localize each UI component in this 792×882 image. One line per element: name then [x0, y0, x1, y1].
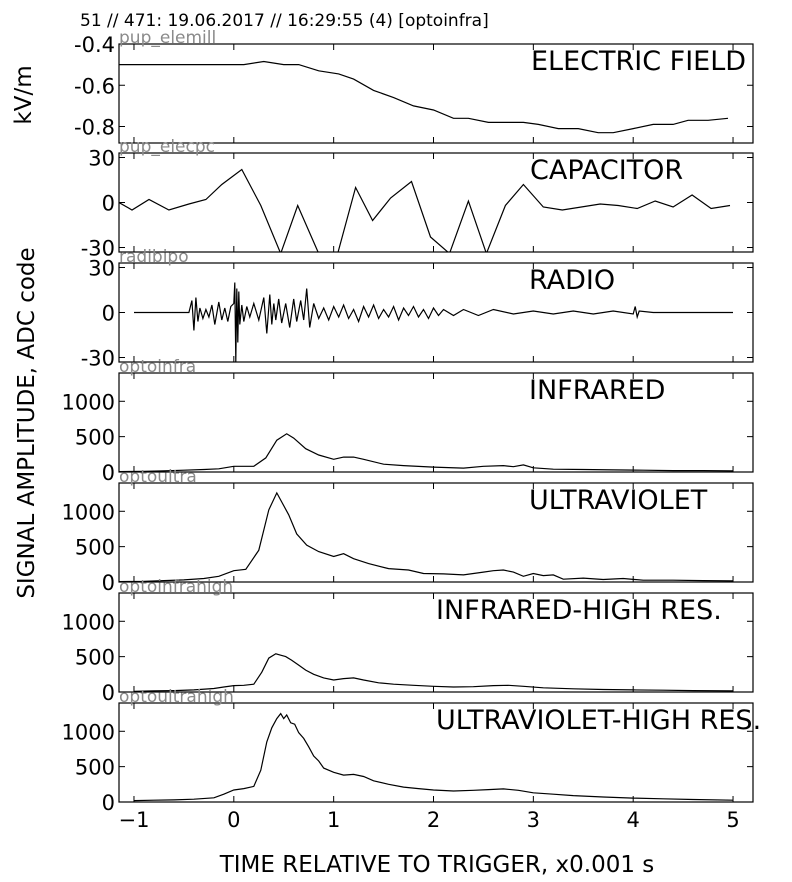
panel-title: ULTRAVIOLET: [529, 485, 708, 516]
series-line: [133, 653, 734, 692]
y-axis-label-main: SIGNAL AMPLITUDE, ADC code: [14, 247, 40, 598]
x-tick-label: 2: [427, 808, 440, 832]
panel-5: 0 500 1000 INFRARED-HIGH RES. optoinfrahigh: [62, 577, 754, 705]
y-tick-label: 0: [102, 791, 115, 815]
y-tick-label: 30: [88, 147, 115, 171]
panel-0: -0.4 -0.6 -0.8 ELECTRIC FIELD pup_elemill: [74, 28, 754, 144]
x-tick-label: 3: [527, 808, 540, 832]
series-line: [119, 60, 729, 134]
panel-corner-label: optoultrahigh: [119, 687, 234, 707]
panel-3: 0 500 1000 INFRARED optoinfra: [62, 357, 754, 485]
series-line: [133, 712, 734, 802]
panel-title: ULTRAVIOLET-HIGH RES.: [436, 705, 761, 736]
panel-2: 30 0 -30 RADIO radibipo: [81, 247, 754, 371]
x-axis-label: TIME RELATIVE TO TRIGGER, x0.001 s: [219, 852, 655, 878]
y-tick-label: 1000: [62, 720, 115, 744]
x-tick-label: 0: [227, 808, 240, 832]
panel-title: ELECTRIC FIELD: [531, 46, 746, 77]
x-tick-label: 4: [627, 808, 640, 832]
y-tick-label: 500: [75, 426, 115, 450]
y-tick-label: 0: [102, 571, 115, 595]
y-tick-label: -0.4: [74, 33, 115, 57]
panel-corner-label: optoinfrahigh: [119, 577, 233, 597]
y-tick-label: 0: [102, 302, 115, 326]
series-line: [119, 433, 734, 472]
y-tick-label: 500: [75, 756, 115, 780]
figure-header: 51 // 471: 19.06.2017 // 16:29:55 (4) [o…: [80, 11, 489, 31]
y-tick-label: 1000: [62, 500, 115, 524]
y-tick-label: 0: [102, 461, 115, 485]
series-line: [134, 282, 733, 362]
y-tick-label: -30: [81, 237, 115, 261]
panel-frame: [118, 592, 754, 693]
series-line: [119, 491, 734, 582]
panel-corner-label: optoultra: [119, 467, 197, 487]
y-tick-label: -0.6: [74, 74, 115, 98]
panel-frame: [118, 702, 754, 803]
panel-frame: [118, 372, 754, 473]
x-tick-label: 1: [327, 808, 340, 832]
y-tick-label: -0.8: [74, 116, 115, 140]
x-tick-label: 5: [726, 808, 739, 832]
series-line: [119, 168, 731, 252]
panel-corner-label: radibipo: [119, 247, 189, 267]
panel-frame: [118, 482, 754, 583]
panel-title: INFRARED: [529, 375, 665, 406]
y-tick-label: 0: [102, 192, 115, 216]
panel-frame: [118, 43, 754, 144]
y-tick-label: 1000: [62, 610, 115, 634]
y-axis-label-top: kV/m: [11, 65, 37, 124]
panel-title: INFRARED-HIGH RES.: [436, 595, 722, 626]
panel-title: RADIO: [529, 265, 615, 296]
panel-corner-label: pup_elecpc: [119, 137, 215, 157]
panel-corner-label: pup_elemill: [119, 28, 216, 48]
x-tick-label: −1: [118, 808, 149, 832]
panel-6: 0 500 1000 ULTRAVIOLET-HIGH RES. optoultrahi…: [62, 687, 762, 815]
y-tick-label: 0: [102, 681, 115, 705]
panel-title: CAPACITOR: [530, 155, 683, 186]
panel-corner-label: optoinfra: [119, 357, 196, 377]
y-tick-label: 1000: [62, 390, 115, 414]
y-tick-label: 500: [75, 646, 115, 670]
y-tick-label: 30: [88, 257, 115, 281]
y-tick-label: -30: [81, 347, 115, 371]
y-tick-label: 500: [75, 536, 115, 560]
panel-4: 0 500 1000 ULTRAVIOLET optoultra: [62, 467, 754, 595]
panel-1: 30 0 -30 CAPACITOR pup_elecpc: [81, 137, 754, 261]
